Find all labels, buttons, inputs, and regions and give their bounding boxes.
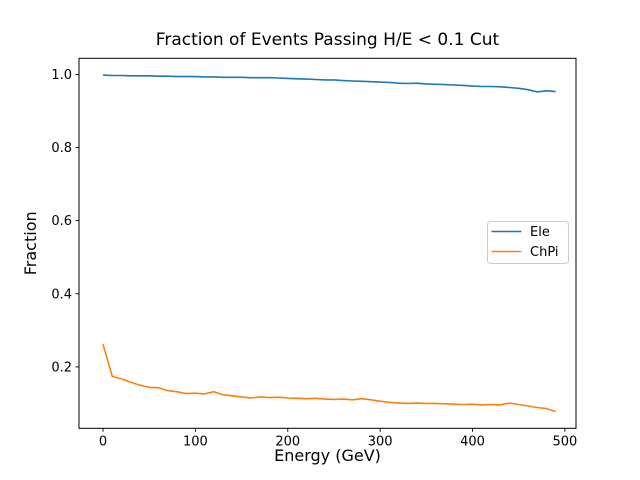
x-tick-label: 500 [553,434,578,449]
x-tick-label: 400 [460,434,485,449]
legend-ele-label: Ele [530,225,550,240]
legend: Ele ChPi [487,221,569,264]
y-tick-label: 0.6 [51,214,72,229]
chart-title: Fraction of Events Passing H/E < 0.1 Cut [156,30,500,50]
x-axis-label: Energy (GeV) [274,446,381,465]
y-axis-label: Fraction [21,211,40,275]
ele-series-line [102,74,556,93]
chpi-series-line [102,343,556,413]
y-axis-ticks: 0.2 0.4 0.6 0.8 1.0 [51,68,79,375]
y-tick-label: 1.0 [51,68,72,83]
y-tick-label: 0.4 [51,287,72,302]
plot-area-spines [78,57,577,429]
x-tick-label: 300 [368,434,393,449]
x-tick-label: 100 [183,434,208,449]
x-axis-ticks: 0 100 200 300 400 500 [99,428,577,449]
legend-chpi-label: ChPi [530,245,558,260]
y-tick-label: 0.8 [51,141,72,156]
y-tick-label: 0.2 [51,360,72,375]
x-tick-label: 200 [275,434,300,449]
x-tick-label: 0 [99,434,107,449]
